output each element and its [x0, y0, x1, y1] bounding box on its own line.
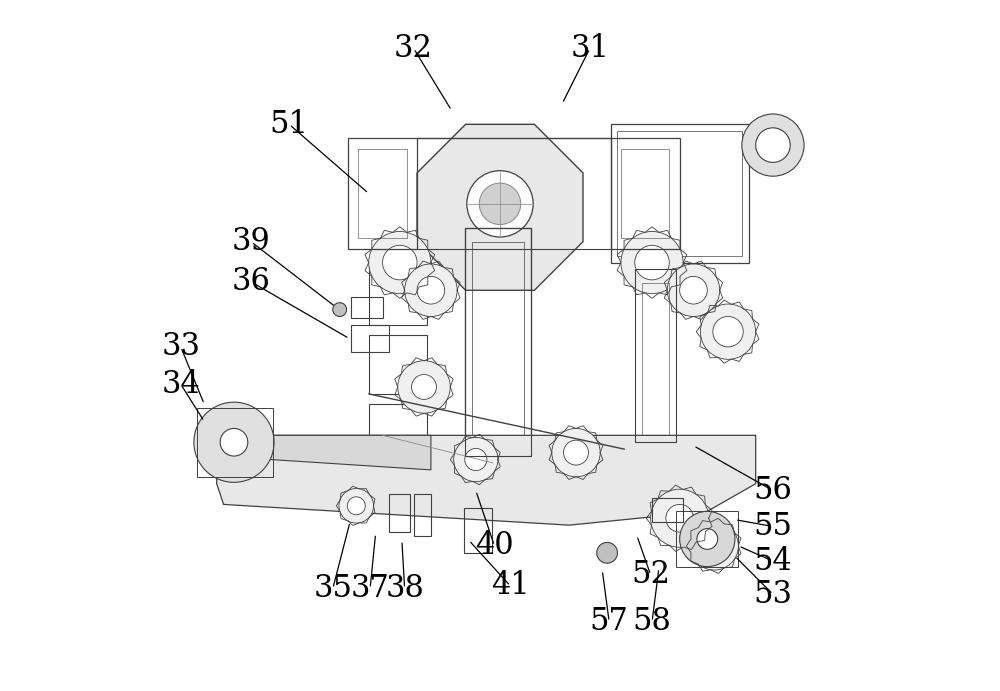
Circle shape — [651, 489, 709, 547]
Text: 56: 56 — [754, 475, 792, 506]
Bar — [611, 124, 749, 263]
Circle shape — [635, 245, 669, 280]
Circle shape — [680, 511, 735, 567]
Text: 34: 34 — [161, 369, 200, 399]
Bar — [351, 297, 383, 318]
Polygon shape — [417, 124, 583, 290]
Circle shape — [398, 361, 450, 413]
Circle shape — [220, 428, 248, 456]
Circle shape — [697, 529, 718, 549]
Bar — [414, 494, 431, 536]
Bar — [652, 498, 683, 522]
Circle shape — [339, 489, 374, 523]
Circle shape — [412, 375, 436, 399]
Bar — [676, 511, 738, 567]
Circle shape — [700, 304, 756, 359]
Bar — [621, 149, 669, 238]
Circle shape — [369, 231, 431, 294]
Bar — [197, 408, 273, 477]
Text: 55: 55 — [753, 511, 792, 542]
Circle shape — [756, 128, 790, 162]
Circle shape — [742, 114, 804, 176]
Circle shape — [405, 264, 457, 316]
Circle shape — [347, 497, 365, 515]
Circle shape — [680, 276, 707, 304]
Bar — [369, 266, 427, 325]
Bar — [348, 138, 417, 249]
Bar — [464, 508, 492, 553]
Bar — [617, 131, 742, 256]
Circle shape — [454, 437, 498, 482]
Circle shape — [465, 448, 487, 471]
Bar — [389, 494, 410, 532]
Text: 32: 32 — [394, 33, 433, 64]
Bar — [351, 325, 389, 352]
Circle shape — [702, 533, 727, 558]
Text: 37: 37 — [351, 574, 390, 604]
Circle shape — [621, 231, 683, 294]
Circle shape — [479, 183, 521, 225]
Polygon shape — [217, 435, 756, 525]
Text: 52: 52 — [631, 560, 670, 590]
Text: 38: 38 — [385, 574, 424, 604]
Bar — [611, 138, 680, 249]
Text: 36: 36 — [232, 267, 271, 297]
Bar — [358, 149, 407, 238]
Text: 58: 58 — [633, 607, 671, 637]
Circle shape — [194, 402, 274, 482]
Text: 54: 54 — [754, 546, 792, 576]
Text: 51: 51 — [270, 109, 309, 140]
Circle shape — [690, 522, 738, 570]
Text: 40: 40 — [475, 531, 514, 561]
Circle shape — [597, 542, 617, 563]
Bar — [472, 242, 524, 449]
Text: 39: 39 — [232, 227, 271, 257]
Circle shape — [564, 440, 588, 465]
Text: 35: 35 — [313, 574, 352, 604]
Circle shape — [667, 264, 720, 316]
Bar — [642, 283, 669, 435]
Bar — [635, 269, 676, 442]
Circle shape — [417, 276, 445, 304]
Text: 33: 33 — [161, 332, 200, 362]
Circle shape — [713, 316, 743, 347]
Bar — [369, 404, 427, 463]
Polygon shape — [217, 435, 431, 470]
Circle shape — [552, 428, 600, 477]
Bar — [465, 228, 531, 456]
Text: 57: 57 — [590, 607, 629, 637]
Circle shape — [467, 171, 533, 237]
Circle shape — [383, 245, 417, 280]
Text: 31: 31 — [570, 33, 609, 64]
Text: 53: 53 — [753, 579, 792, 609]
Circle shape — [333, 303, 347, 316]
Bar — [369, 335, 427, 394]
Text: 41: 41 — [491, 571, 530, 601]
Circle shape — [666, 504, 693, 532]
